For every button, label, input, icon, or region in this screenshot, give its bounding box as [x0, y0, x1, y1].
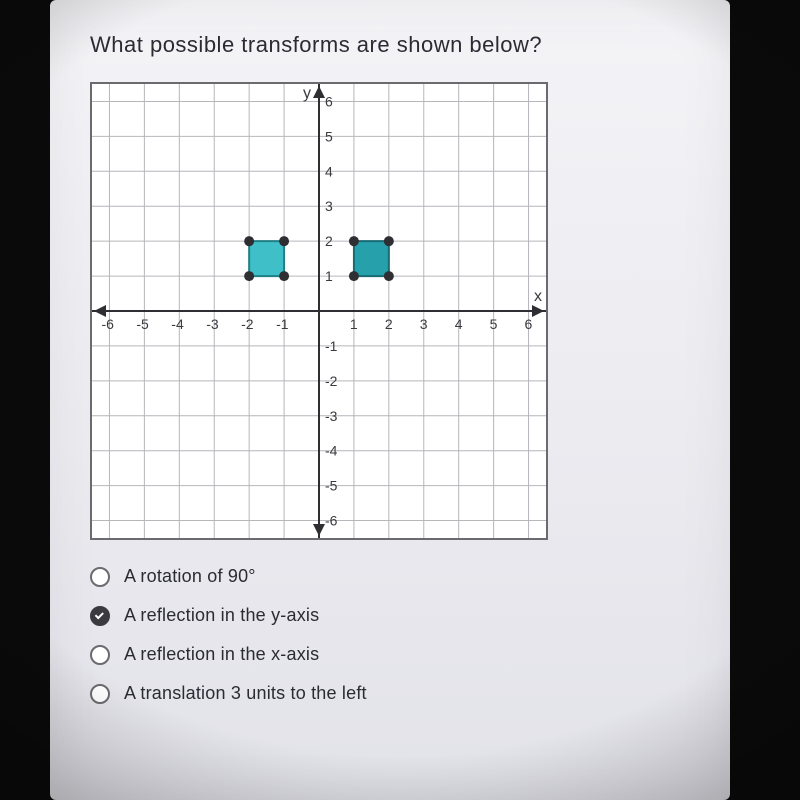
quiz-panel: What possible transforms are shown below… — [50, 0, 730, 800]
option-label-2: A reflection in the x-axis — [124, 644, 319, 665]
svg-text:-4: -4 — [171, 316, 184, 332]
svg-text:4: 4 — [455, 316, 463, 332]
svg-text:5: 5 — [325, 128, 333, 144]
svg-text:2: 2 — [385, 316, 393, 332]
svg-text:-1: -1 — [325, 338, 338, 354]
option-3[interactable]: A translation 3 units to the left — [90, 683, 690, 704]
svg-text:2: 2 — [325, 233, 333, 249]
radio-0[interactable] — [90, 567, 110, 587]
svg-text:-6: -6 — [325, 513, 338, 529]
svg-text:5: 5 — [490, 316, 498, 332]
svg-text:-4: -4 — [325, 443, 338, 459]
svg-text:-6: -6 — [101, 316, 114, 332]
answer-options: A rotation of 90° A reflection in the y-… — [90, 566, 690, 704]
option-2[interactable]: A reflection in the x-axis — [90, 644, 690, 665]
svg-text:-3: -3 — [325, 408, 338, 424]
question-text: What possible transforms are shown below… — [90, 32, 690, 58]
coordinate-grid: y x -6 -5 -4 -3 -2 -1 1 2 3 4 5 6 6 5 4 3 2 1 -1 -2 -3 -4 -5 -6 — [90, 82, 548, 540]
svg-text:x: x — [534, 288, 542, 305]
option-label-0: A rotation of 90° — [124, 566, 256, 587]
svg-text:3: 3 — [325, 198, 333, 214]
option-0[interactable]: A rotation of 90° — [90, 566, 690, 587]
svg-text:6: 6 — [325, 93, 333, 109]
grid-svg: y x -6 -5 -4 -3 -2 -1 1 2 3 4 5 6 6 5 4 3 2 1 -1 -2 -3 -4 -5 -6 — [92, 84, 546, 538]
option-label-1: A reflection in the y-axis — [124, 605, 319, 626]
svg-text:-1: -1 — [276, 316, 289, 332]
svg-text:4: 4 — [325, 163, 333, 179]
svg-text:y: y — [303, 85, 311, 102]
option-label-3: A translation 3 units to the left — [124, 683, 367, 704]
radio-2[interactable] — [90, 645, 110, 665]
svg-text:-3: -3 — [206, 316, 219, 332]
svg-text:6: 6 — [525, 316, 533, 332]
option-1[interactable]: A reflection in the y-axis — [90, 605, 690, 626]
svg-text:-5: -5 — [136, 316, 149, 332]
svg-text:-2: -2 — [325, 373, 338, 389]
svg-text:3: 3 — [420, 316, 428, 332]
svg-text:-2: -2 — [241, 316, 254, 332]
svg-text:1: 1 — [325, 268, 333, 284]
radio-3[interactable] — [90, 684, 110, 704]
svg-text:1: 1 — [350, 316, 358, 332]
radio-1[interactable] — [90, 606, 110, 626]
svg-text:-5: -5 — [325, 478, 338, 494]
